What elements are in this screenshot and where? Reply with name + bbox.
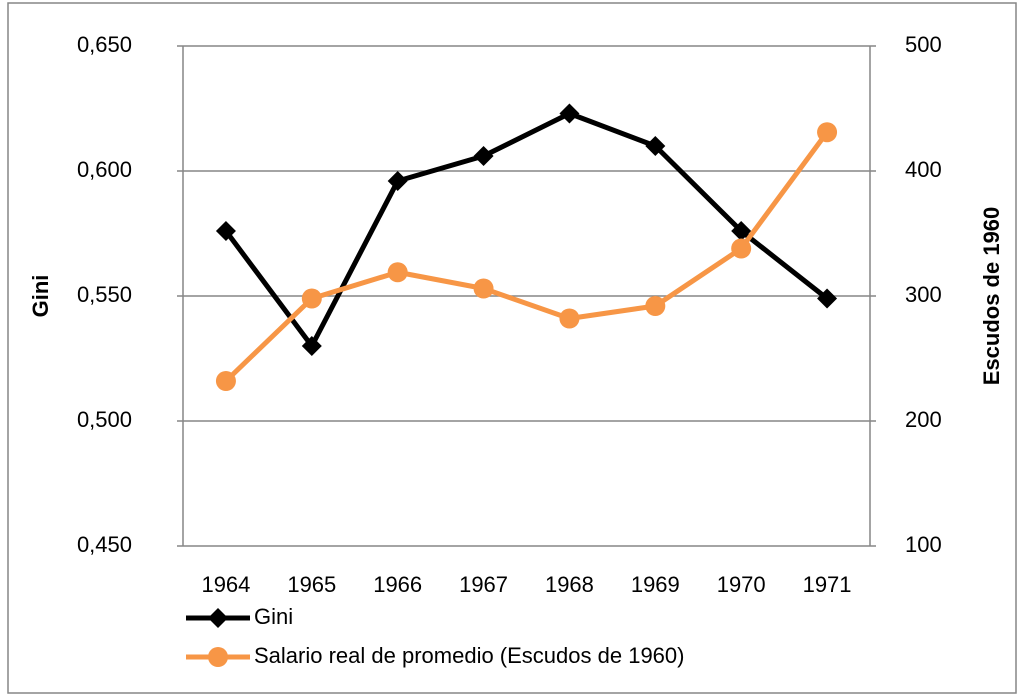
data-point xyxy=(731,238,752,259)
x-tick-label: 1970 xyxy=(717,572,766,597)
data-point xyxy=(817,122,838,143)
y-tick-label: 0,450 xyxy=(77,532,132,557)
x-tick-label: 1965 xyxy=(287,572,336,597)
data-point xyxy=(817,288,838,309)
data-point xyxy=(387,171,408,191)
x-tick-label: 1966 xyxy=(373,572,422,597)
data-point xyxy=(559,103,580,124)
data-point xyxy=(473,278,494,299)
legend-label: Gini xyxy=(254,604,293,629)
data-point xyxy=(473,146,494,166)
y2-tick-label: 200 xyxy=(905,407,942,432)
y2-axis-title: Escudos de 1960 xyxy=(979,207,1004,386)
x-tick-label: 1968 xyxy=(545,572,594,597)
legend-label: Salario real de promedio (Escudos de 196… xyxy=(254,643,684,668)
data-point xyxy=(215,371,236,391)
series-line xyxy=(223,111,829,349)
data-point xyxy=(559,308,580,329)
data-point xyxy=(301,336,322,356)
data-point xyxy=(645,136,666,156)
data-point xyxy=(215,221,236,241)
series-line xyxy=(224,130,830,383)
x-tick-label: 1964 xyxy=(201,572,250,597)
y2-tick-label: 300 xyxy=(905,282,942,307)
x-tick-label: 1971 xyxy=(803,572,852,597)
legend-marker xyxy=(208,608,228,628)
data-point xyxy=(301,288,322,309)
data-point xyxy=(387,262,408,283)
y-tick-label: 0,600 xyxy=(77,157,132,182)
y-tick-label: 0,650 xyxy=(77,32,132,57)
y2-tick-label: 400 xyxy=(905,157,942,182)
x-tick-label: 1969 xyxy=(631,572,680,597)
x-tick-label: 1967 xyxy=(459,572,508,597)
chart-frame xyxy=(7,2,1017,694)
y-tick-label: 0,550 xyxy=(77,282,132,307)
y2-tick-label: 100 xyxy=(905,532,942,557)
data-point xyxy=(645,296,666,316)
legend-marker xyxy=(208,647,228,667)
y2-tick-label: 500 xyxy=(905,32,942,57)
y-axis-title: Gini xyxy=(28,275,53,318)
data-point xyxy=(731,221,752,241)
y-tick-label: 0,500 xyxy=(77,407,132,432)
